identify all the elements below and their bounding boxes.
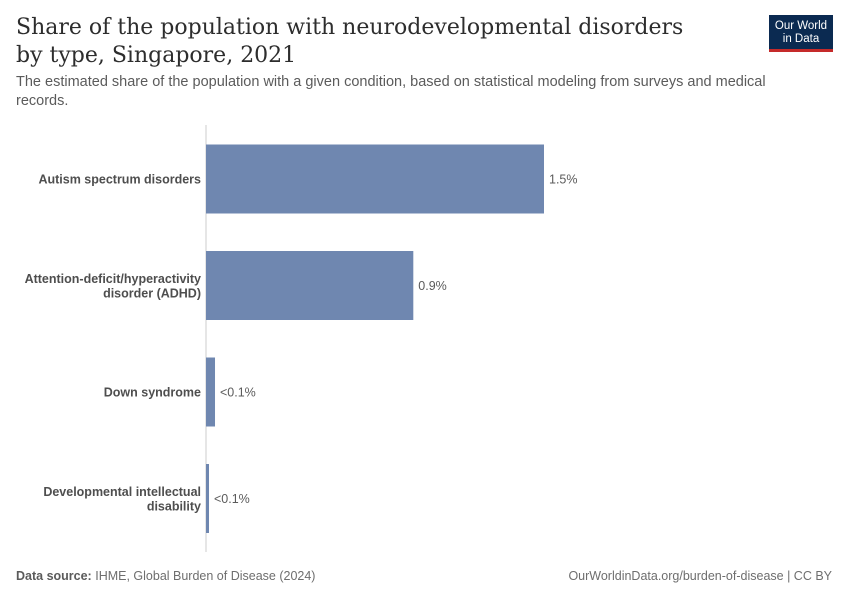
value-label: <0.1% [214,492,250,506]
bar[interactable] [206,251,414,320]
bar[interactable] [206,464,209,533]
logo-line-1: Our World [774,20,828,32]
category-label-line: Autism spectrum disorders [38,173,201,187]
category-label: Down syndrome [104,386,201,400]
data-source: Data source: IHME, Global Burden of Dise… [16,569,315,583]
value-label: <0.1% [220,386,256,400]
value-label: 0.9% [418,279,447,293]
owid-logo[interactable]: Our World in Data [769,15,833,52]
category-label: Autism spectrum disorders [38,173,201,187]
category-label: Attention-deficit/hyperactivity disorder … [25,272,201,301]
chart-title: Share of the population with neurodevelo… [16,15,684,68]
bar[interactable] [206,357,216,427]
category-label-line: disability [147,499,201,513]
footer-link[interactable]: OurWorldinData.org/burden-of-disease | C… [568,569,832,583]
logo-line-2: in Data [782,33,820,45]
category-label-line: Developmental intellectual [43,485,201,499]
category-label: Developmental intellectual disability [43,485,201,514]
category-label-line: Attention-deficit/hyperactivity [25,272,201,286]
data-source-text[interactable]: IHME, Global Burden of Disease (2024) [95,569,316,583]
category-label-line: disorder (ADHD) [103,286,201,300]
data-source-label: Data source: [16,569,92,583]
value-label: 1.5% [549,173,578,187]
bar[interactable] [206,144,544,214]
category-label-line: Down syndrome [104,386,201,400]
chart-subtitle: The estimated share of the population wi… [16,74,766,109]
